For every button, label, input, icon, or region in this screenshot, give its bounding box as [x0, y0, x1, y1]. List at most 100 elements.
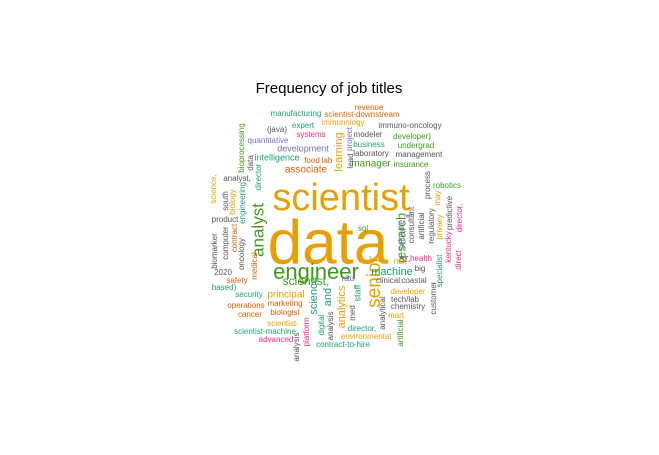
word-oncology: oncology [237, 238, 246, 270]
word-scientist: scientist, [283, 274, 330, 288]
word-scientist-downstream: scientist-downstream [324, 110, 399, 119]
word-may: may [433, 190, 442, 205]
word-undergrad: undergrad [398, 141, 434, 150]
chart-title: Frequency of job titles [256, 80, 403, 97]
word-contract-to-hire: contract-to-hire [316, 340, 370, 349]
word-manager: manager [351, 159, 391, 170]
word-science: science [308, 277, 320, 314]
word-engineering: engineering [238, 182, 247, 224]
word-developer: developer) [393, 132, 431, 141]
word-development: development [277, 143, 329, 153]
word-science: science, [209, 174, 218, 203]
word-operations: operations [227, 301, 264, 310]
word-chemistry: chemistry [391, 302, 425, 311]
word-biomarker: biomarker [210, 233, 219, 269]
word-privacy: privacy [435, 214, 444, 239]
word-mart: mart [388, 311, 405, 320]
word-safety: safety [226, 276, 247, 285]
word-med: med [348, 305, 357, 321]
word-scientist: scientist- [267, 319, 299, 328]
word-lab: lab [322, 156, 333, 165]
word-research: research [393, 213, 408, 264]
word-analyst: analyst, [223, 174, 251, 183]
word-principal: principal [267, 290, 304, 301]
word-analytical: analytical [378, 296, 387, 330]
word-immuno-oncology: immuno-oncology [378, 121, 441, 130]
word-artificial: artificial [396, 319, 405, 346]
word-developer: developer [390, 287, 425, 296]
word-lead: lead [346, 153, 355, 168]
word-kentucky: kentucky [444, 231, 453, 263]
word-laboratory: laboratory [353, 149, 389, 158]
word-director: director, [455, 204, 464, 232]
word-advanced: advanced [259, 335, 294, 344]
word-medical: medical [250, 252, 259, 280]
word-robotics: robotics [433, 181, 461, 190]
word-analysis: analysis [292, 333, 301, 362]
word-bioprocessing: bioprocessing [237, 123, 246, 172]
word-coastal: coastal [401, 276, 427, 285]
word-project: project [345, 126, 354, 151]
word-sr: sr. [399, 253, 411, 265]
word-java: (java) [267, 125, 287, 134]
word-tech-lab: tech/lab [391, 295, 420, 304]
word-business: business [353, 140, 385, 149]
word-modeler: modeler [354, 130, 383, 139]
word-artificial: artificial [417, 212, 426, 239]
word-customer: customer [429, 281, 438, 314]
word-data: data [246, 155, 255, 171]
word-platform: platform [302, 317, 311, 346]
word-director: director, [348, 324, 376, 333]
word-process: process [423, 171, 432, 199]
word-data: data [268, 208, 389, 277]
word-manufacturing: manufacturing [271, 109, 322, 118]
word-intelligence: intelligence [254, 152, 299, 162]
word-management: management [396, 150, 443, 159]
word-r-d: r&d [342, 274, 354, 283]
word-revenue: revenue [355, 103, 384, 112]
word-insurance: insurance [394, 160, 429, 169]
word-direct: direct [454, 249, 463, 269]
word-risk: risk [394, 257, 407, 266]
word-environmental: environmental [341, 332, 391, 341]
word-immunology: immunology [321, 118, 364, 127]
word-digital: digital [317, 314, 326, 335]
word-quantitative: quantitative [248, 136, 289, 145]
word-analytics: analytics [336, 285, 348, 328]
word-associate: associate [285, 165, 328, 176]
word-senior: senior [364, 255, 385, 307]
word-food: food [304, 156, 320, 165]
word-analysis: analysis [326, 312, 335, 341]
word-machine: machine [371, 266, 413, 278]
word-scientist-machine: scientist-machine [234, 327, 296, 336]
word-based: based) [212, 283, 237, 292]
word-engineer: engineer [273, 259, 359, 284]
word-security: security [235, 290, 263, 299]
word-consultant: consultant [407, 206, 416, 243]
word-systems: systems [296, 130, 325, 139]
word-big: big [415, 264, 426, 273]
word-health: health [410, 254, 432, 263]
word-predictive: predictive [445, 195, 454, 230]
word-specialist: specialist [435, 254, 444, 288]
word-product: product [212, 215, 239, 224]
word-south: south [221, 191, 230, 211]
word-staff: staff [352, 284, 362, 301]
word-analyst: analyst [248, 203, 267, 257]
word-regulatory: regulatory [427, 208, 436, 244]
word-software: software [397, 219, 406, 250]
word-sql: sql [358, 224, 368, 233]
word-expert: expert [292, 121, 315, 130]
word-computer: computer [221, 226, 230, 260]
word-scientist: scientist [272, 177, 410, 219]
word-biology: biology [228, 189, 237, 214]
word-2020: 2020 [214, 268, 232, 277]
word-director: director [254, 163, 263, 190]
word-ii: ii, [403, 212, 412, 218]
word-and: and [322, 288, 334, 306]
word-biologist: biologist [270, 308, 300, 317]
word-clinical: clinical [376, 276, 400, 285]
